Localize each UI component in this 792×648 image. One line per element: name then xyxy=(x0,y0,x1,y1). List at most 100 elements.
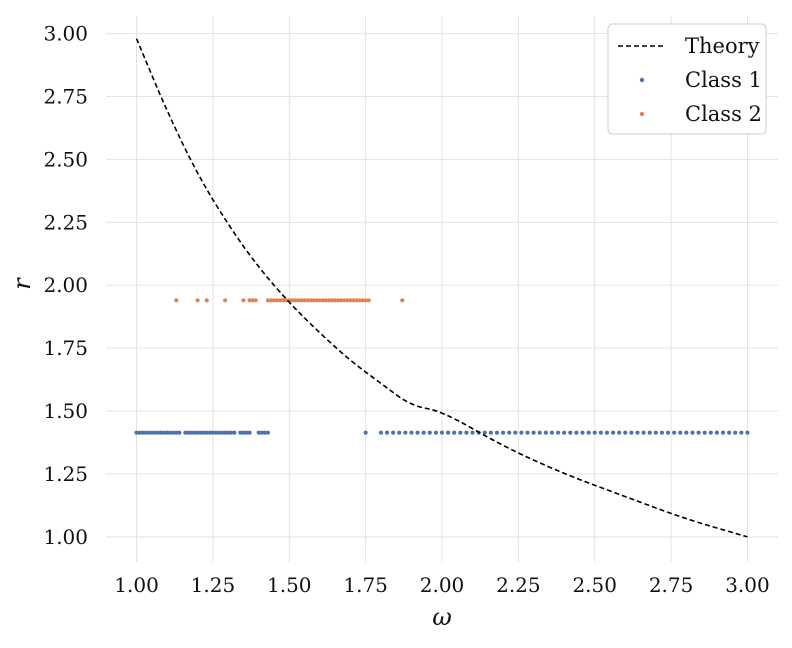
legend-class2-swatch xyxy=(639,111,645,117)
class-1-point xyxy=(714,430,720,435)
class-1-point xyxy=(171,430,176,435)
class-1-point xyxy=(149,430,154,435)
class-1-point xyxy=(647,430,652,435)
class-2-point xyxy=(342,298,347,303)
class-1-point xyxy=(161,430,167,435)
class-1-point xyxy=(421,430,426,435)
class-2-point xyxy=(348,298,353,303)
class-2-point xyxy=(284,298,289,303)
class-1-point xyxy=(439,430,445,435)
class-2-point xyxy=(174,298,179,303)
legend-class1-label: Class 1 xyxy=(685,68,762,92)
class-1-point xyxy=(241,430,246,435)
x-tick-label: 2.25 xyxy=(496,573,541,597)
class-2-point xyxy=(311,298,316,303)
class-1-point xyxy=(384,430,390,435)
class-1-point xyxy=(635,430,640,435)
y-tick-labels: 1.00 1.25 1.50 1.75 2.00 2.25 2.50 2.75 3.00 xyxy=(43,22,88,549)
class-1-point xyxy=(708,430,713,435)
class-1-point xyxy=(568,430,573,435)
legend-class2-label: Class 2 xyxy=(685,102,762,126)
class-2-point xyxy=(302,298,307,303)
class-1-point xyxy=(198,430,203,435)
class-1-point xyxy=(232,430,237,435)
class-2-point xyxy=(314,298,319,303)
class-1-point xyxy=(617,430,622,435)
class-1-point xyxy=(397,430,402,435)
class-1-point xyxy=(216,430,222,435)
legend-box xyxy=(607,23,767,135)
series-class-1 xyxy=(134,430,750,435)
class-2-point xyxy=(299,298,304,303)
class-1-point xyxy=(391,430,396,435)
class-1-point xyxy=(574,430,579,435)
class-1-point xyxy=(192,430,197,435)
class-2-point xyxy=(204,298,209,303)
x-tick-label: 2.50 xyxy=(572,573,617,597)
x-tick-label: 1.25 xyxy=(191,573,236,597)
y-tick-label: 2.75 xyxy=(43,85,88,109)
class-1-point xyxy=(210,430,216,435)
class-1-point xyxy=(549,430,555,435)
y-tick-label: 2.00 xyxy=(43,273,88,297)
class-1-point xyxy=(610,430,616,435)
series-class-2 xyxy=(174,298,405,303)
class-1-point xyxy=(219,430,225,435)
class-1-point xyxy=(488,430,493,435)
legend-class1-swatch xyxy=(639,77,645,83)
x-tick-label: 2.00 xyxy=(420,573,465,597)
class-2-point xyxy=(281,298,286,303)
x-axis-label: ω xyxy=(432,603,452,631)
class-2-point xyxy=(247,298,252,303)
class-2-point xyxy=(274,298,280,303)
x-tick-labels: 1.00 1.25 1.50 1.75 2.00 2.25 2.50 2.75 3.00 xyxy=(114,573,769,597)
class-1-point xyxy=(598,430,603,435)
x-tick-label: 1.00 xyxy=(114,573,159,597)
class-1-point xyxy=(378,430,384,435)
series-layer xyxy=(134,38,750,538)
class-1-point xyxy=(696,430,701,435)
class-2-point xyxy=(308,298,313,303)
class-2-point xyxy=(351,298,356,303)
class-1-point xyxy=(204,430,209,435)
x-tick-label: 1.75 xyxy=(343,573,388,597)
class-1-point xyxy=(690,430,695,435)
class-1-point xyxy=(672,430,677,435)
class-1-point xyxy=(174,430,179,435)
class-1-point xyxy=(500,430,506,435)
class-2-point xyxy=(360,298,365,303)
class-2-point xyxy=(332,298,338,303)
class-1-point xyxy=(403,430,408,435)
class-2-point xyxy=(223,298,228,303)
class-1-point xyxy=(259,430,264,435)
class-2-point xyxy=(253,298,258,303)
class-1-point xyxy=(146,430,151,435)
class-1-point xyxy=(641,430,646,435)
class-1-point xyxy=(482,430,487,435)
class-1-point xyxy=(525,430,530,435)
class-1-point xyxy=(623,430,628,435)
class-1-point xyxy=(586,430,591,435)
class-1-point xyxy=(152,430,157,435)
class-1-point xyxy=(555,430,561,435)
class-2-point xyxy=(320,298,325,303)
class-1-point xyxy=(562,430,567,435)
class-1-point xyxy=(207,430,212,435)
class-1-point xyxy=(580,430,585,435)
class-1-point xyxy=(684,430,689,435)
class-1-point xyxy=(543,430,548,435)
class-1-point xyxy=(739,430,744,435)
class-1-point xyxy=(464,430,469,435)
class-2-point xyxy=(268,298,274,303)
class-1-point xyxy=(494,430,500,435)
class-1-point xyxy=(727,430,732,435)
class-1-point xyxy=(256,430,261,435)
class-2-point xyxy=(354,298,359,303)
class-1-point xyxy=(164,430,170,435)
class-1-point xyxy=(177,430,182,435)
class-2-point xyxy=(345,298,350,303)
y-tick-label: 3.00 xyxy=(43,22,88,46)
class-2-point xyxy=(195,298,200,303)
x-tick-label: 1.50 xyxy=(267,573,312,597)
class-2-point xyxy=(271,298,277,303)
